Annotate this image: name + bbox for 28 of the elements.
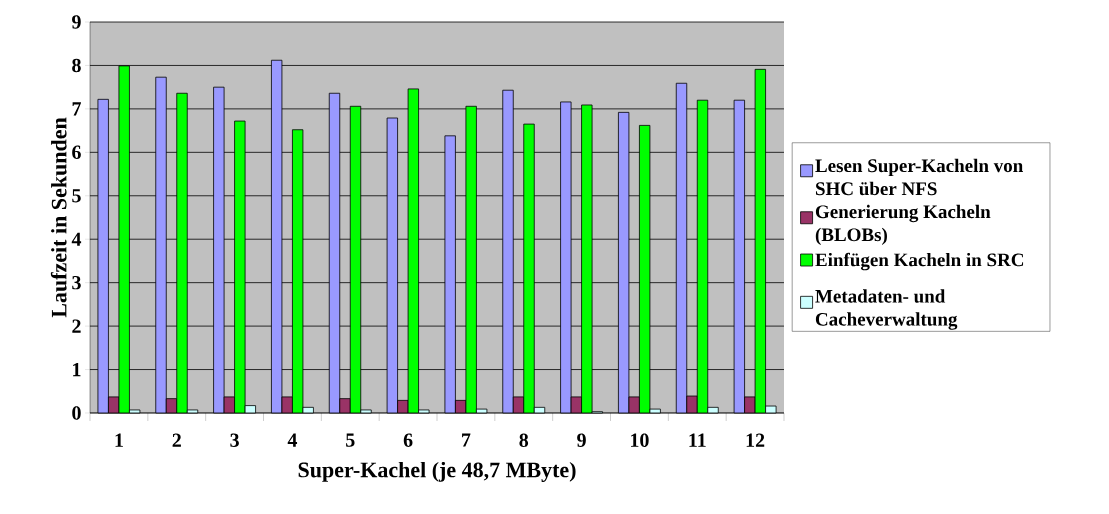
y-tick-label: 9 bbox=[72, 15, 81, 29]
y-tick-label: 5 bbox=[72, 189, 81, 203]
x-tick-label: 11 bbox=[689, 433, 706, 447]
y-tick-label: 0 bbox=[72, 406, 81, 420]
x-axis-title: Super-Kachel (je 48,7 MByte) bbox=[298, 461, 576, 482]
y-tick-label: 3 bbox=[72, 275, 81, 290]
x-tick-label: 2 bbox=[172, 433, 181, 447]
x-tick-label: 5 bbox=[346, 433, 355, 447]
y-tick-label: 1 bbox=[73, 362, 81, 377]
legend-label: Metadaten- und Cacheverwaltung bbox=[815, 289, 958, 330]
y-tick-label: 4 bbox=[71, 232, 82, 246]
x-tick-label: 4 bbox=[287, 433, 298, 447]
legend-label: Generierung Kacheln (BLOBs) bbox=[815, 204, 991, 246]
y-tick-label: 7 bbox=[72, 102, 81, 116]
y-tick-label: 2 bbox=[72, 319, 81, 333]
y-tick-label: 6 bbox=[72, 145, 81, 160]
x-tick-label: 8 bbox=[519, 433, 529, 448]
legend-label: Einfügen Kacheln in SRC bbox=[815, 252, 1024, 271]
x-tick-label: 7 bbox=[462, 433, 471, 447]
legend-label: Lesen Super-Kacheln von SHC über NFS bbox=[815, 158, 1023, 196]
y-axis-title: Laufzeit in Sekunden bbox=[50, 117, 67, 318]
x-tick-label: 3 bbox=[230, 433, 239, 447]
x-tick-label: 6 bbox=[403, 433, 413, 447]
x-tick-label: 12 bbox=[746, 433, 765, 447]
x-tick-label: 1 bbox=[115, 433, 123, 447]
y-tick-label: 8 bbox=[72, 58, 81, 73]
x-tick-label: 10 bbox=[631, 433, 649, 448]
x-tick-label: 9 bbox=[577, 433, 586, 447]
